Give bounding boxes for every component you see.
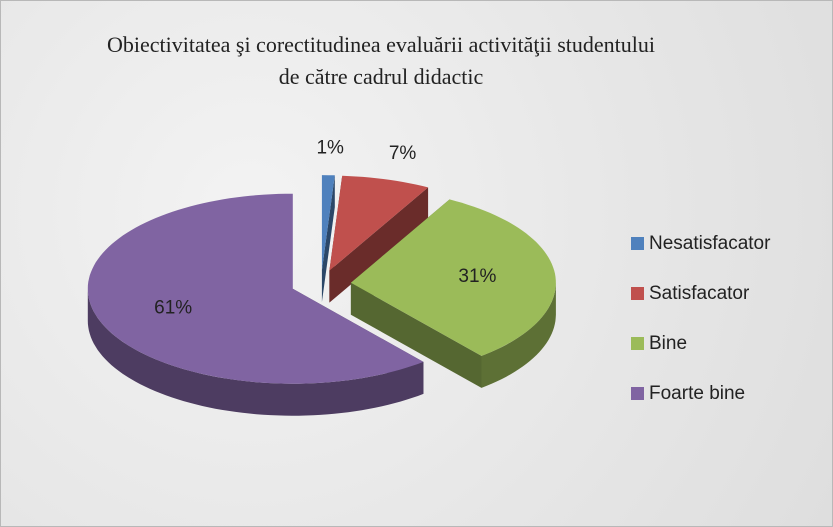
legend-swatch [631, 337, 644, 350]
data-label: 61% [154, 298, 192, 319]
slice-side [87, 288, 424, 416]
data-label: 7% [389, 143, 417, 164]
legend-swatch [631, 387, 644, 400]
slice [350, 199, 556, 356]
legend-label: Bine [649, 333, 687, 354]
data-label: 1% [316, 138, 344, 159]
legend-swatch [631, 287, 644, 300]
slice-wall [350, 282, 482, 388]
slice-wall [329, 187, 429, 303]
slice [329, 175, 429, 271]
legend-label: Nesatisfacator [649, 233, 771, 254]
slice [321, 175, 335, 271]
slice [87, 193, 424, 384]
chart-title: Obiectivitatea şi corectitudinea evaluăr… [107, 32, 655, 89]
legend-label: Satisfacator [649, 283, 750, 304]
legend-swatch [631, 237, 644, 250]
data-label: 31% [458, 266, 496, 287]
legend-label: Foarte bine [649, 383, 745, 404]
slice-wall [321, 175, 335, 303]
slice-side [481, 282, 556, 388]
